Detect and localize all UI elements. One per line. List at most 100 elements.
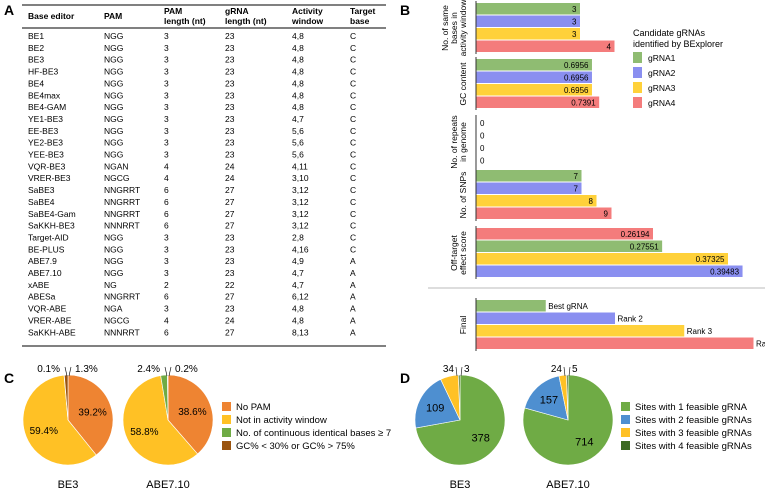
bar-value-label: 0.39483 (710, 268, 739, 277)
bar-grna1 (476, 300, 546, 312)
table-cell-target-base: C (350, 90, 356, 100)
table-cell-grna-length: 23 (225, 256, 235, 266)
table-cell-base-editor: SaKKH-ABE (28, 327, 76, 337)
table-cell-base-editor: VQR-BE3 (28, 161, 66, 171)
bar-value-label: Rank 4 (756, 340, 765, 349)
bar-grna3 (476, 195, 597, 207)
table-cell-pam-length: 6 (164, 185, 169, 195)
table-cell-activity-window: 5,6 (292, 126, 304, 136)
table-cell-target-base: C (350, 31, 356, 41)
table-cell-grna-length: 23 (225, 102, 235, 112)
table-cell-pam: NGG (104, 150, 123, 160)
table-cell-pam-length: 3 (164, 78, 169, 88)
table-cell-pam: NGG (104, 55, 123, 65)
bar-grna3 (476, 28, 580, 40)
legend-filtering-reasons: No PAM Not in activity window No. of conti… (222, 402, 391, 452)
table-header-activity-window-line1: Activity (292, 6, 323, 16)
table-header-target-base-line1: Target (350, 6, 376, 16)
table-cell-target-base: C (350, 209, 356, 219)
table-cell-activity-window: 4,8 (292, 90, 304, 100)
table-cell-base-editor: BE2 (28, 43, 44, 53)
table-cell-pam-length: 4 (164, 315, 169, 325)
table-cell-grna-length: 23 (225, 150, 235, 160)
table-cell-grna-length: 23 (225, 304, 235, 314)
pie-d-leader-line (563, 366, 566, 377)
table-cell-target-base: C (350, 150, 356, 160)
legend-label-grna3: gRNA3 (648, 83, 676, 93)
table-cell-pam: NNGRRT (104, 185, 140, 195)
pie-c-slice-1 (167, 374, 214, 455)
table-cell-target-base: C (350, 197, 356, 207)
pie-d-slice-4 (458, 374, 461, 421)
table-cell-base-editor: SaKKH-BE3 (28, 221, 75, 231)
bar-grna3 (476, 84, 592, 96)
table-cell-target-base: A (350, 280, 356, 290)
pie-d-count-label: 157 (540, 395, 558, 407)
bar-value-label: 3 (572, 18, 577, 27)
table-header-grna-length-line1: gRNA (225, 6, 249, 16)
table-cell-target-base: C (350, 221, 356, 231)
panel-label-a: A (4, 2, 14, 18)
legend-c-label: Not in activity window (236, 415, 327, 426)
table-cell-pam-length: 3 (164, 43, 169, 53)
legend-b-title-line1: Candidate gRNAs (633, 28, 706, 38)
table-cell-activity-window: 4,8 (292, 102, 304, 112)
table-header-target-base-line2: base (350, 16, 370, 26)
table-cell-activity-window: 8,13 (292, 327, 309, 337)
bar-value-label: 0 (480, 119, 485, 128)
legend-c-swatch (222, 441, 231, 450)
table-cell-base-editor: EE-BE3 (28, 126, 59, 136)
bar-group-title: No. of same (440, 5, 450, 51)
table-cell-activity-window: 3,12 (292, 209, 309, 219)
pie-d-leader-line (460, 366, 463, 377)
table-cell-pam-length: 3 (164, 102, 169, 112)
bar-grna2 (476, 265, 743, 277)
bar-value-label: 0 (480, 144, 485, 153)
legend-c-swatch (222, 415, 231, 424)
table-cell-target-base: C (350, 232, 356, 242)
table-cell-grna-length: 23 (225, 114, 235, 124)
pie-c-slice-4 (64, 374, 69, 421)
table-cell-pam: NNNRRT (104, 221, 140, 231)
table-cell-pam: NGG (104, 256, 123, 266)
table-cell-pam: NGG (104, 31, 123, 41)
table-cell-base-editor: Target-AID (28, 232, 69, 242)
table-cell-grna-length: 24 (225, 161, 235, 171)
pie-c-slice-1 (67, 374, 114, 456)
pie-c-small-label: 0.2% (175, 364, 198, 375)
legend-c-label: No PAM (236, 402, 271, 413)
table-cell-base-editor: VQR-ABE (28, 304, 67, 314)
table-cell-target-base: C (350, 173, 356, 183)
table-cell-target-base: C (350, 161, 356, 171)
legend-gRNA: Candidate gRNAs identified by BExplorer … (633, 28, 723, 108)
table-cell-activity-window: 4,8 (292, 55, 304, 65)
table-cell-grna-length: 27 (225, 185, 235, 195)
table-cell-activity-window: 4,8 (292, 31, 304, 41)
legend-label-grna1: gRNA1 (648, 53, 676, 63)
table-cell-pam-length: 3 (164, 138, 169, 148)
panel-label-d: D (400, 370, 410, 386)
legend-d-swatch (621, 415, 630, 424)
pie-d-leader-line (568, 366, 571, 377)
legend-d-label: Sites with 3 feasible gRNAs (635, 428, 752, 439)
table-cell-target-base: C (350, 55, 356, 65)
pie-c-title: BE3 (58, 479, 79, 491)
pie-d-small-label: 3 (464, 364, 470, 375)
table-cell-target-base: A (350, 292, 356, 302)
table-header-pam-length-line1: PAM (164, 6, 182, 16)
table-cell-base-editor: BE1 (28, 31, 44, 41)
bar-value-label: 0.27551 (630, 243, 659, 252)
table-cell-base-editor: BE4max (28, 90, 61, 100)
bar-grna3 (476, 253, 728, 265)
table-cell-grna-length: 23 (225, 43, 235, 53)
table-cell-base-editor: xABE (28, 280, 50, 290)
bar-grna4 (476, 96, 600, 108)
pie-d-slice-2 (524, 375, 569, 421)
table-cell-pam-length: 3 (164, 256, 169, 266)
table-cell-pam-length: 6 (164, 197, 169, 207)
bar-value-label: 4 (607, 43, 612, 52)
bar-grna4 (476, 228, 653, 240)
pie-c-leader-line (64, 366, 68, 377)
